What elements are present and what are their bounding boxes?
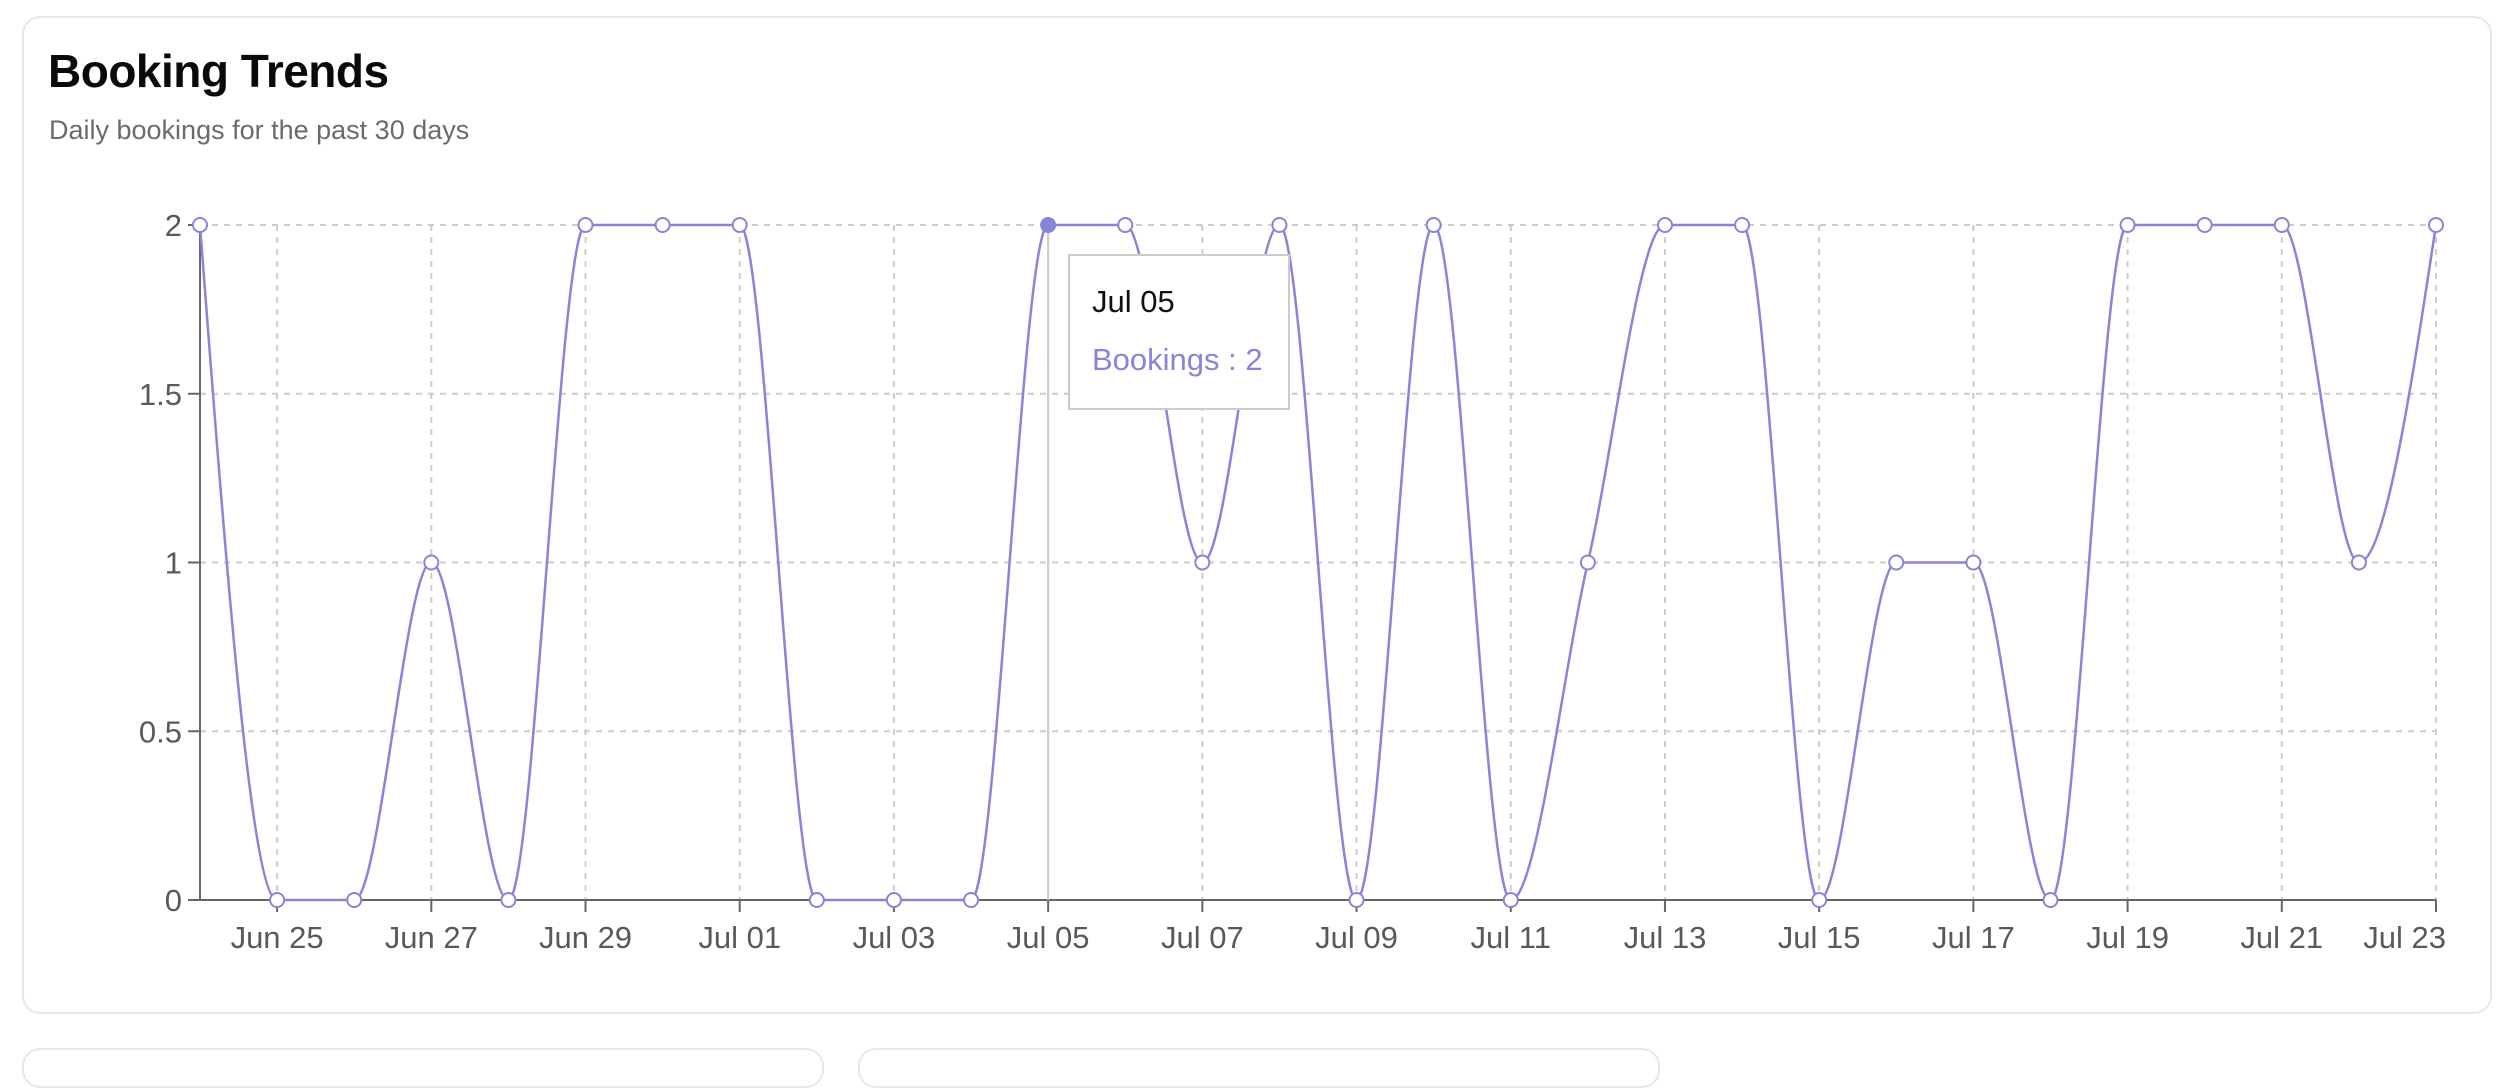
data-point [1502,892,1519,908]
chart-tooltip: Jul 05 Bookings : 2 [1068,254,1290,410]
data-point [1811,892,1828,908]
tooltip-series-label: Bookings [1092,342,1220,377]
y-tick-label: 0 [165,883,182,918]
x-tick-label: Jul 13 [1624,920,1707,955]
data-point [2350,554,2367,571]
tooltip-value-row: Bookings : 2 [1092,342,1263,377]
series-line [198,223,2438,902]
data-point [1117,217,1134,233]
data-point [654,217,671,233]
x-tick-label: Jul 01 [698,920,781,955]
x-tick-label: Jul 11 [1471,920,1551,955]
data-point [731,217,748,233]
data-point [1194,554,1211,571]
x-tick-label: Jul 03 [853,920,936,955]
x-tick-label: Jul 23 [2363,920,2446,955]
data-point [1888,554,1905,571]
bottom-card-right [858,1048,1660,1088]
chart-points [192,217,2444,908]
tooltip-value: 2 [1245,342,1263,377]
x-tick-label: Jul 09 [1315,920,1398,955]
y-tick-label: 2 [165,208,182,243]
data-point [423,554,440,571]
data-point [1425,217,1442,233]
data-point [1271,217,1288,233]
data-point [2119,217,2136,233]
chart-lines [198,223,2438,902]
data-point [269,892,286,908]
x-tick-label: Jul 15 [1778,920,1861,955]
data-point [1734,217,1751,233]
data-point [808,892,825,908]
data-point [577,217,594,233]
data-point [2042,892,2059,908]
card-title: Booking Trends [48,45,389,97]
data-point [346,892,363,908]
data-point [192,217,208,233]
x-tick-labels: Jun 25 Jun 27 Jun 29 Jul 01 Jul 03 Jul 05 Jul … [231,920,2446,955]
y-tick-label: 1.5 [139,377,182,412]
booking-trends-card [22,16,2492,1014]
x-tick-label: Jul 19 [2086,920,2169,955]
booking-line-chart[interactable]: 0 0.5 1 1.5 2 Jun 25 Jun 27 Jun 29 Jul 01 Jul 03… [0,0,2516,1058]
data-point [885,892,902,908]
x-tick-label: Jun 29 [539,920,632,955]
data-point [1656,217,1673,233]
y-tick-labels: 0 0.5 1 1.5 2 [139,208,182,918]
data-point [2273,217,2290,233]
x-tick-label: Jun 27 [385,920,478,955]
data-point [2428,217,2444,233]
y-tick-label: 0.5 [139,714,182,749]
data-point [1348,892,1365,908]
x-tick-label: Jul 05 [1007,920,1090,955]
x-tick-label: Jul 07 [1161,920,1244,955]
tooltip-date: Jul 05 [1092,284,1175,319]
chart-axes [188,224,2437,912]
data-point [2196,217,2213,233]
x-tick-label: Jul 17 [1932,920,2015,955]
x-tick-label: Jun 25 [231,920,324,955]
bottom-card-left [22,1048,824,1088]
data-point [500,892,517,908]
y-tick-label: 1 [165,546,182,581]
data-point [1579,554,1596,571]
x-tick-label: Jul 21 [2240,920,2323,955]
data-point [963,892,980,908]
card-subtitle: Daily bookings for the past 30 days [49,115,470,145]
active-data-point [1040,217,1057,233]
data-point [1965,554,1982,571]
